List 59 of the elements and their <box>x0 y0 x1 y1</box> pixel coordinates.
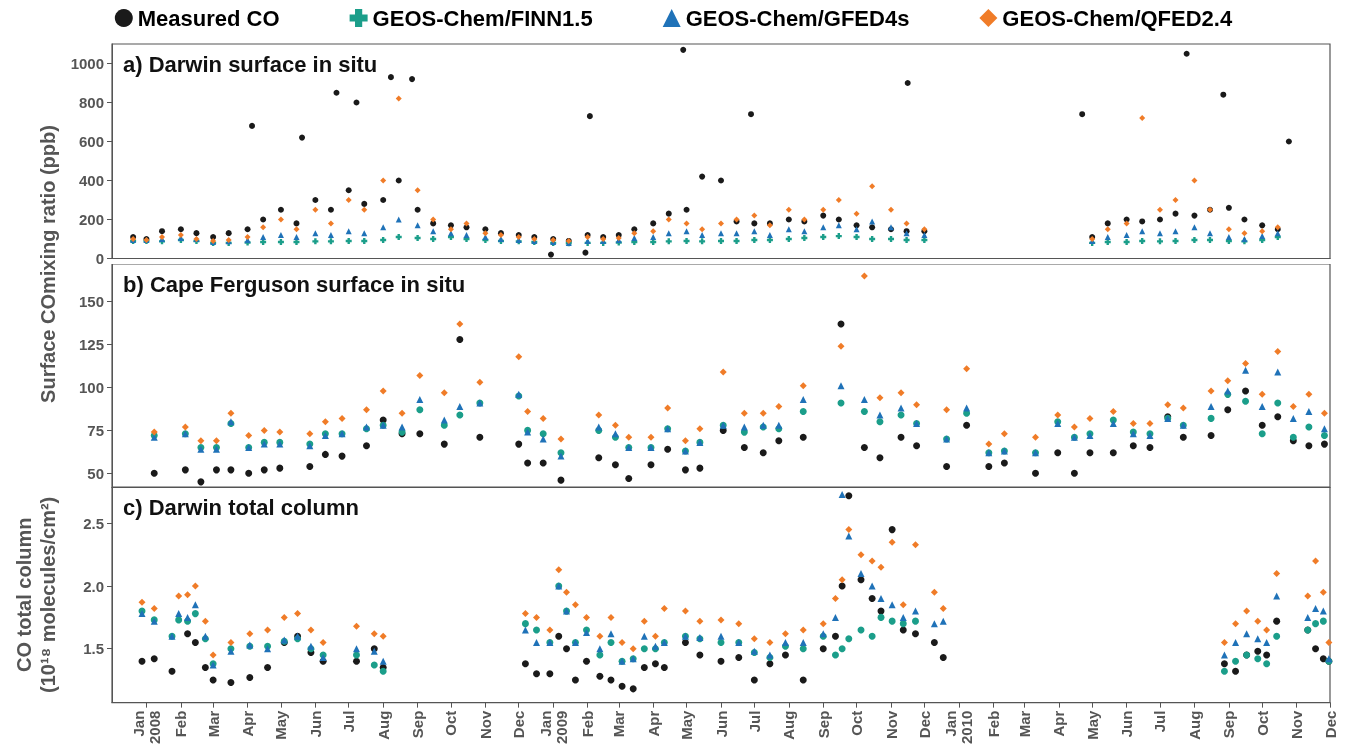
x-tick-label: Feb <box>172 710 190 738</box>
x-tick-label: Apr <box>644 710 662 737</box>
x-tick-label: Jul <box>340 710 358 733</box>
x-tick-label: Jul <box>1151 710 1169 733</box>
x-tick-label: Sep <box>1220 710 1238 739</box>
y-tick-label: 2.5 <box>83 514 104 532</box>
y-tick-label: 1000 <box>70 55 104 72</box>
y-tick-label: 800 <box>78 94 104 111</box>
x-tick-label: Jan 2008 <box>129 710 163 745</box>
x-tick-label: Sep <box>814 710 832 739</box>
y-tick-label: 75 <box>87 421 104 439</box>
x-tick-label: Sep <box>409 710 427 739</box>
y-axis-title: CO total column (10¹⁸ molecules/cm²) <box>13 496 59 693</box>
x-tick-label: Nov <box>882 709 900 739</box>
x-tick-label: Oct <box>848 710 866 736</box>
x-tick-label: Feb <box>579 710 597 738</box>
y-tick-label: 2.0 <box>83 577 104 595</box>
x-tick-label: Oct <box>1253 710 1271 736</box>
x-tick-label: Aug <box>780 710 798 740</box>
chart-title: b) Cape Ferguson surface in situ <box>123 271 466 297</box>
x-tick-label: Nov <box>1288 709 1306 739</box>
x-tick-label: Dec <box>1321 710 1339 739</box>
x-tick-label: Dec <box>915 710 933 739</box>
x-tick-label: Jun <box>1118 710 1136 738</box>
x-tick-label: Mar <box>204 710 222 738</box>
x-tick-label: Jul <box>745 710 763 733</box>
x-tick-label: May <box>272 709 290 740</box>
y-tick-label: 1.5 <box>83 640 104 658</box>
x-tick-label: Apr <box>239 710 257 737</box>
x-tick-label: Jun <box>712 710 730 738</box>
y-tick-label: 50 <box>87 464 104 482</box>
legend-label: GEOS-Chem/FINN1.5 <box>372 5 593 31</box>
x-tick-label: Feb <box>984 710 1002 738</box>
x-tick-label: Nov <box>476 709 494 739</box>
y-tick-label: 200 <box>78 211 104 228</box>
x-tick-label: Oct <box>442 710 460 736</box>
y-axis-title: Surface COmixing ratio (ppb) <box>36 125 60 403</box>
x-tick-label: Jun <box>306 710 324 738</box>
x-tick-label: Jan 2010 <box>942 710 976 745</box>
y-tick-label: 400 <box>78 172 104 189</box>
x-tick-label: May <box>1083 709 1101 740</box>
y-tick-label: 100 <box>78 379 104 397</box>
x-tick-label: May <box>678 709 696 740</box>
x-tick-label: Aug <box>374 710 392 740</box>
x-tick-label: Mar <box>1015 710 1033 738</box>
y-tick-label: 150 <box>78 293 104 311</box>
legend-label: GEOS-Chem/QFED2.4 <box>1002 5 1233 31</box>
x-tick-label: Dec <box>510 710 528 739</box>
x-tick-label: Aug <box>1185 710 1203 740</box>
chart-title: c) Darwin total column <box>123 494 359 520</box>
legend-label: Measured CO <box>137 5 280 31</box>
y-tick-label: 125 <box>78 336 104 354</box>
y-tick-label: 0 <box>95 250 104 267</box>
x-tick-label: Mar <box>610 710 628 738</box>
y-tick-label: 600 <box>78 133 104 150</box>
x-tick-label: Jan 2009 <box>536 710 570 745</box>
legend-label: GEOS-Chem/GFED4s <box>685 5 910 31</box>
x-tick-label: Apr <box>1050 710 1068 737</box>
chart-title: a) Darwin surface in situ <box>123 51 378 77</box>
